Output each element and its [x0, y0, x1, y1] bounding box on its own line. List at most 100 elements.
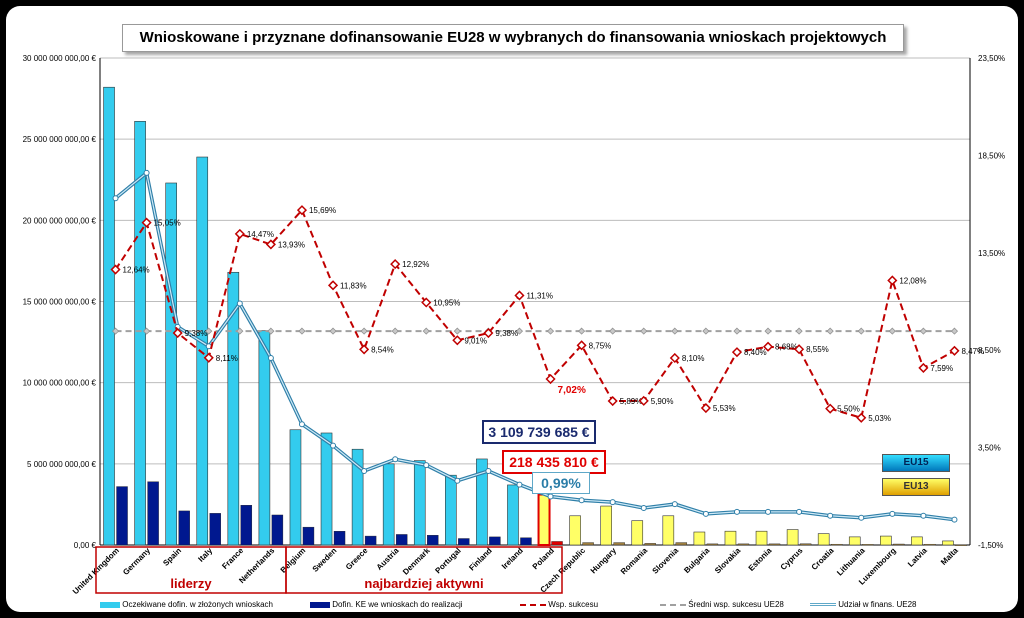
- marker-success: [452, 335, 463, 346]
- marker-average: [764, 327, 772, 335]
- marker-average: [702, 327, 710, 335]
- bar-granted: [582, 542, 594, 546]
- marker-share: [143, 169, 150, 176]
- x-tick-label: Sweden: [311, 546, 339, 574]
- marker-success: [949, 345, 960, 356]
- marker-average: [515, 327, 524, 335]
- data-label-success: 5,03%: [868, 414, 891, 423]
- bar-requested: [911, 536, 923, 546]
- bar-granted: [706, 543, 719, 546]
- y-tick-label-right: 3,50%: [978, 444, 1001, 453]
- marker-success: [856, 412, 867, 423]
- marker-share: [920, 512, 927, 519]
- combo-chart: 0,00 € 5 000 000 000,00 € 10 000 000 000,0…: [23, 54, 1006, 596]
- marker-average: [578, 327, 586, 335]
- marker-success: [265, 239, 276, 250]
- marker-share: [547, 493, 554, 500]
- legend-swatch-average: [660, 603, 686, 606]
- marker-average: [795, 327, 803, 335]
- x-tick-label: Slovenia: [651, 546, 681, 576]
- series-line-success: [114, 208, 955, 420]
- bar-requested: [196, 156, 209, 546]
- marker-success: [794, 344, 805, 355]
- bar-granted: [178, 510, 190, 546]
- x-tick-label: France: [220, 546, 245, 571]
- y-tick-label-left: 20 000 000 000,00 €: [23, 216, 97, 225]
- legend-item-share: Udział w finans. UE28: [810, 600, 917, 609]
- y-tick-label-right: 13,50%: [978, 249, 1005, 258]
- data-label-success: 8,10%: [682, 354, 705, 363]
- bar-granted: [147, 481, 159, 546]
- marker-average: [919, 327, 927, 335]
- data-label-success: 9,01%: [464, 336, 487, 345]
- bar-granted: [644, 543, 656, 546]
- marker-success: [234, 228, 245, 239]
- marker-average: [267, 327, 275, 335]
- bar-requested: [848, 536, 861, 546]
- data-label-success: 11,31%: [526, 291, 553, 300]
- marker-share: [392, 456, 399, 463]
- chart-title: Wnioskowane i przyznane dofinansowanie E…: [122, 24, 904, 52]
- marker-success: [514, 290, 525, 301]
- marker-share: [236, 300, 243, 307]
- bar-granted: [862, 544, 874, 546]
- data-label-success: 15,69%: [309, 206, 336, 215]
- marker-share: [423, 462, 430, 469]
- data-label-success: 8,75%: [589, 341, 612, 350]
- y-tick-label-left: 25 000 000 000,00 €: [23, 135, 97, 144]
- legend-label-average: Średni wsp. sukcesu UE28: [688, 600, 784, 609]
- bar-requested: [476, 458, 488, 546]
- x-tick-label: Malta: [939, 546, 960, 567]
- marker-success: [296, 205, 308, 216]
- y-tick-label-right: 8,50%: [978, 346, 1001, 355]
- x-tick-label: Germany: [121, 546, 152, 577]
- bar-requested: [507, 484, 519, 546]
- y-tick-label-right: 18,50%: [978, 151, 1005, 160]
- bar-granted: [551, 541, 563, 546]
- data-label-success: 8,40%: [744, 348, 767, 357]
- marker-share: [578, 497, 585, 504]
- bar-requested: [537, 493, 551, 546]
- marker-success: [359, 344, 370, 355]
- marker-share: [640, 504, 647, 511]
- bar-granted: [675, 542, 688, 546]
- data-label-success: 8,11%: [216, 354, 238, 363]
- legend-item-success: Wsp. sukcesu: [520, 600, 598, 609]
- bar-requested: [289, 429, 302, 546]
- legend-label-granted: Dofin. KE we wnioskach do realizacji: [332, 600, 463, 609]
- bar-granted: [271, 514, 284, 546]
- marker-average: [609, 327, 617, 335]
- bar-requested: [134, 121, 146, 546]
- bar-requested: [320, 432, 333, 546]
- marker-success: [390, 259, 401, 270]
- marker-share: [765, 508, 772, 515]
- bar-granted: [333, 531, 346, 546]
- data-label-success: 7,59%: [930, 364, 953, 373]
- data-label-success: 11,83%: [340, 281, 367, 290]
- bar-granted: [395, 534, 408, 546]
- data-label-success: 14,47%: [247, 230, 274, 239]
- marker-share: [609, 499, 616, 506]
- legend-swatch-share: [810, 603, 836, 607]
- marker-success: [327, 280, 339, 291]
- marker-share: [858, 514, 865, 521]
- marker-success: [607, 395, 618, 407]
- bar-requested: [662, 515, 675, 546]
- marker-average: [453, 327, 461, 335]
- data-label-success: 8,54%: [371, 345, 394, 354]
- marker-average: [733, 327, 741, 335]
- marker-success: [203, 352, 214, 363]
- data-label-success: 5,90%: [651, 397, 674, 406]
- x-tick-label: Croatia: [810, 546, 836, 572]
- callout-total-requested: 3 109 739 685 €: [482, 420, 596, 444]
- marker-success: [762, 341, 774, 352]
- marker-average: [360, 327, 368, 335]
- bar-granted: [209, 513, 221, 546]
- marker-success: [638, 395, 649, 406]
- bar-granted: [364, 535, 377, 546]
- x-tick-label: Latvia: [906, 546, 929, 569]
- legend-swatch-success: [520, 603, 546, 606]
- data-label-success: 8,47%: [961, 347, 984, 356]
- data-label-success: 12,08%: [899, 276, 926, 285]
- bar-requested: [724, 530, 737, 546]
